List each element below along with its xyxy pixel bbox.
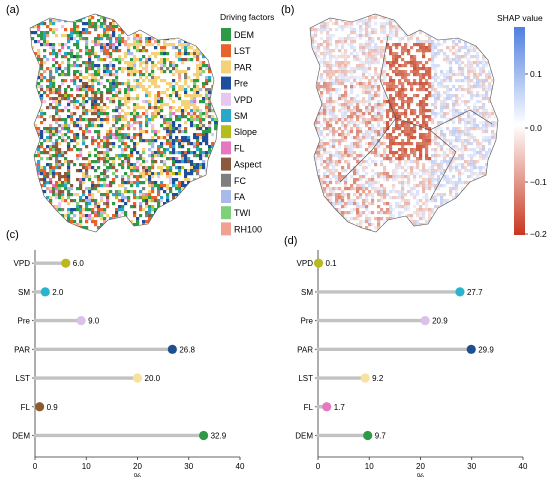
shap-value-map [309, 13, 499, 233]
lollipop-dot-lst [360, 373, 370, 383]
x-tick-label: 30 [467, 462, 476, 471]
y-tick-label-fl: FL [304, 403, 314, 412]
panel-label-d: (d) [284, 235, 297, 247]
data-label-fl: 1.7 [334, 403, 346, 412]
driving-factor-map [29, 13, 219, 233]
data-label-par: 26.8 [179, 345, 195, 354]
legend-label-rh100: RH100 [234, 224, 262, 234]
lollipop-dot-par [167, 344, 177, 354]
data-label-dem: 9.7 [375, 431, 387, 440]
lollipop-dot-fl [322, 402, 332, 412]
legend-label-fl: FL [234, 143, 245, 153]
data-label-lst: 20.0 [145, 374, 161, 383]
lollipop-dot-fl [35, 402, 45, 412]
data-label-pre: 20.9 [432, 317, 448, 326]
data-label-vpd: 6.0 [73, 259, 85, 268]
data-label-sm: 27.7 [467, 288, 483, 297]
data-label-pre: 9.0 [88, 317, 100, 326]
legend-swatch-lst [221, 44, 231, 58]
legend-label-aspect: Aspect [234, 160, 262, 170]
y-tick-label-vpd: VPD [297, 259, 314, 268]
y-tick-label-pre: Pre [301, 317, 314, 326]
legend-label-fa: FA [234, 192, 245, 202]
data-label-par: 29.9 [478, 345, 494, 354]
x-tick-label: 20 [416, 462, 425, 471]
y-tick-label-fl: FL [21, 403, 31, 412]
panel-label-c: (c) [6, 229, 19, 241]
x-tick-label: 30 [184, 462, 193, 471]
y-tick-label-lst: LST [298, 374, 313, 383]
panel-label-b: (b) [281, 4, 294, 16]
legend-swatch-dem [221, 28, 231, 41]
data-label-fl: 0.9 [47, 403, 59, 412]
y-tick-label-sm: SM [18, 288, 30, 297]
colorbar-title: SHAP value [497, 13, 543, 23]
x-tick-label: 10 [82, 462, 91, 471]
lollipop-dot-dem [199, 430, 209, 441]
x-axis-label: % [134, 472, 141, 477]
lollipop-dot-vpd [313, 258, 324, 268]
data-label-sm: 2.0 [52, 288, 64, 297]
legend-label-dem: DEM [234, 30, 254, 40]
lollipop-dot-par [466, 344, 476, 354]
x-tick-label: 20 [133, 462, 142, 471]
data-label-vpd: 0.1 [326, 259, 338, 268]
y-tick-label-pre: Pre [18, 317, 31, 326]
colorbar-ticks: 0.1 0.0 −0.1 −0.2 [525, 69, 547, 239]
lollipop-dot-lst [132, 373, 143, 383]
legend-label-slope: Slope [234, 127, 257, 137]
legend-swatch-slope [221, 125, 231, 139]
y-tick-label-par: PAR [297, 345, 313, 354]
x-tick-label: 40 [519, 462, 528, 471]
legend-swatch-fc [221, 173, 231, 187]
x-axis-label: % [417, 472, 424, 477]
legend-label-fc: FC [234, 176, 246, 186]
x-tick-label: 0 [33, 462, 38, 471]
lollipop-dot-sm [40, 287, 50, 297]
legend-label-par: PAR [234, 62, 252, 72]
panel-label-a: (a) [6, 4, 19, 16]
lollipop-dot-sm [455, 287, 465, 297]
x-tick-label: 10 [365, 462, 374, 471]
legend-label-lst: LST [234, 46, 251, 56]
lollipop-dot-dem [363, 430, 373, 441]
lollipop-dot-pre [76, 316, 86, 326]
colorbar [514, 27, 525, 235]
legend-swatch-sm [221, 109, 231, 122]
legend-swatch-pre [221, 76, 231, 90]
lollipop-chart-c: 0 10 20 30 40% VPD 6.0 SM 2.0 Pre 9.0 PAR 26.8 LST 20.… [12, 250, 245, 477]
colorbar-tick-label: −0.1 [530, 177, 547, 187]
legend: DEM LST PAR Pre VPD SM Slope FL Aspect FC FA TWI RH1… [221, 28, 262, 236]
legend-title: Driving factors [220, 12, 274, 22]
legend-label-vpd: VPD [234, 95, 253, 105]
legend-swatch-par [221, 60, 231, 74]
lollipop-dot-vpd [61, 258, 71, 268]
colorbar-tick-label: 0.0 [530, 123, 542, 133]
lollipop-chart-d: 0 10 20 30 40% VPD 0.1 SM 27.7 Pre 20.9 PAR 29.9 LST 9… [295, 250, 528, 477]
legend-swatch-vpd [221, 92, 231, 106]
legend-swatch-aspect [221, 157, 231, 171]
colorbar-tick-label: 0.1 [530, 69, 542, 79]
legend-label-pre: Pre [234, 79, 248, 89]
y-tick-label-dem: DEM [12, 431, 30, 440]
y-tick-label-sm: SM [301, 288, 313, 297]
legend-swatch-fa [221, 190, 231, 203]
legend-swatch-rh100 [221, 222, 231, 236]
y-tick-label-par: PAR [14, 345, 30, 354]
x-tick-label: 0 [316, 462, 321, 471]
y-tick-label-vpd: VPD [14, 259, 31, 268]
lollipop-dot-pre [420, 316, 430, 326]
legend-swatch-twi [221, 206, 231, 220]
legend-swatch-fl [221, 141, 231, 155]
colorbar-tick-label: −0.2 [530, 229, 547, 239]
y-tick-label-dem: DEM [295, 431, 313, 440]
legend-label-sm: SM [234, 111, 248, 121]
y-tick-label-lst: LST [15, 374, 30, 383]
x-tick-label: 40 [236, 462, 245, 471]
legend-label-twi: TWI [234, 208, 251, 218]
data-label-lst: 9.2 [372, 374, 384, 383]
data-label-dem: 32.9 [211, 431, 227, 440]
